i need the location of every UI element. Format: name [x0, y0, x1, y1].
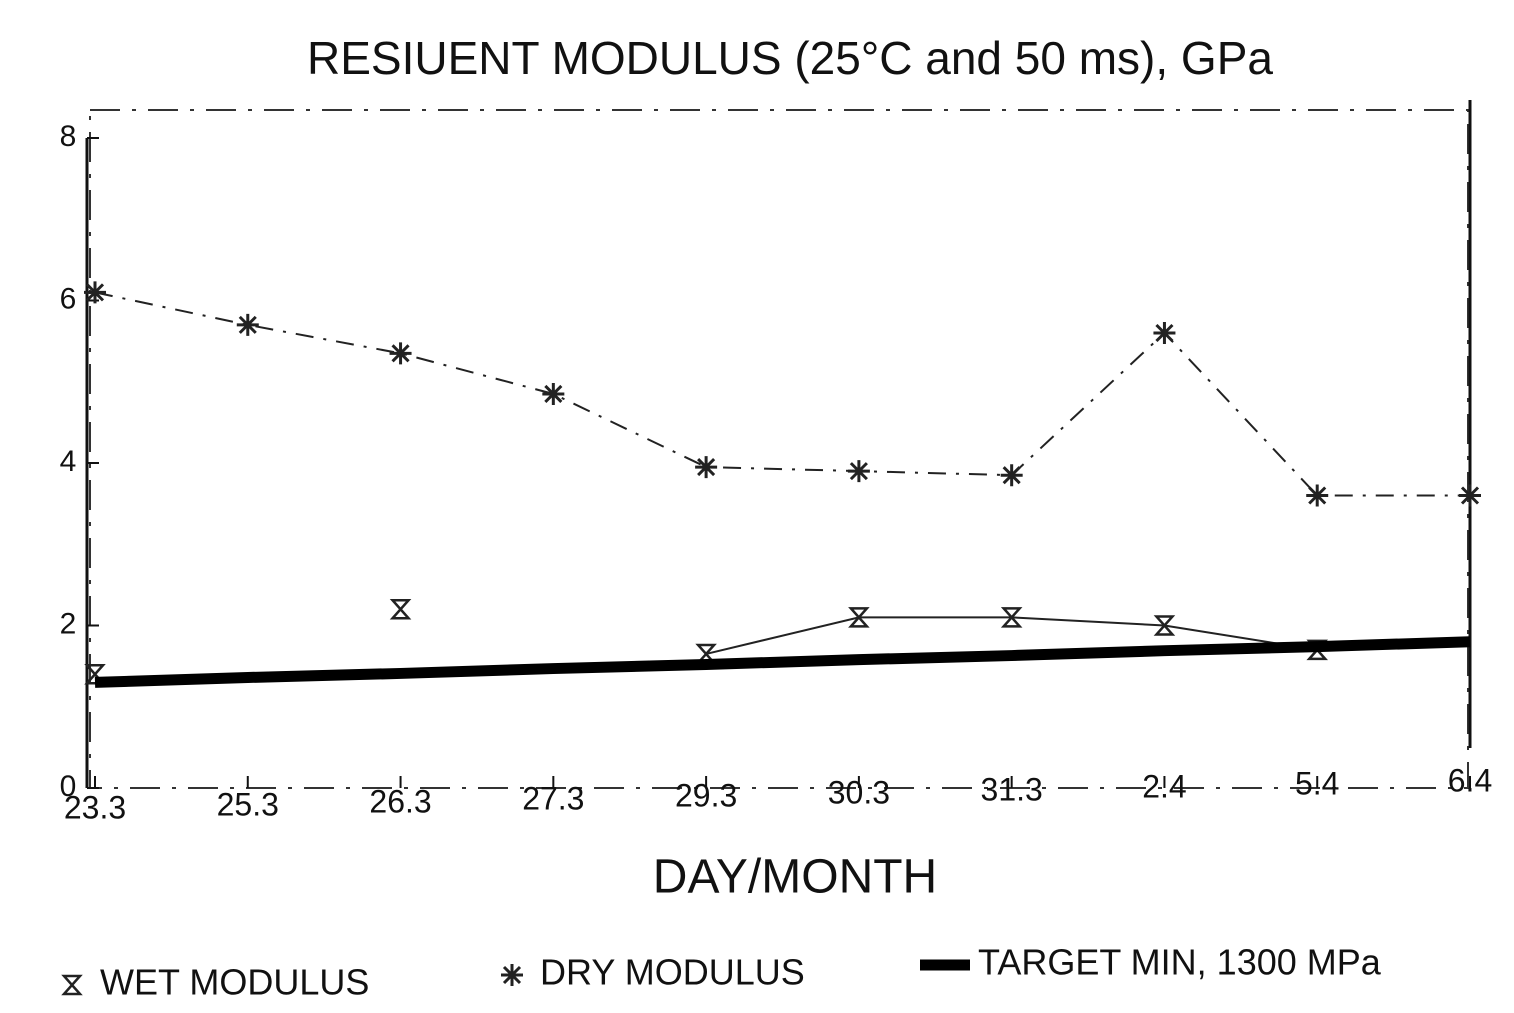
- legend-label: DRY MODULUS: [540, 952, 805, 993]
- dry-marker: [847, 460, 870, 483]
- y-tick-label: 0: [60, 770, 77, 803]
- dry-marker: [695, 456, 718, 479]
- wet-marker: [389, 599, 412, 620]
- y-tick-label: 2: [60, 607, 77, 640]
- series-line: [94, 291, 1470, 497]
- x-tick-label: 25.3: [217, 786, 279, 822]
- legend-label: TARGET MIN, 1300 MPa: [978, 942, 1382, 983]
- legend-label: WET MODULUS: [100, 962, 369, 1003]
- chart-title: RESIUENT MODULUS (25°C and 50 ms), GPa: [307, 32, 1273, 84]
- dry-marker: [389, 342, 412, 365]
- plot-frame: [89, 109, 1469, 789]
- dry-marker: [542, 382, 565, 405]
- wet-marker: [61, 974, 83, 996]
- dry-marker: [236, 313, 259, 336]
- x-tick-label: 26.3: [369, 783, 431, 819]
- dry-marker: [84, 281, 106, 304]
- dry-marker: [1459, 484, 1481, 507]
- y-tick-label: 8: [60, 120, 77, 153]
- wet-marker: [1306, 639, 1329, 661]
- series-line: [94, 636, 1471, 688]
- wet-marker: [1153, 615, 1176, 636]
- dry-marker: [501, 964, 523, 986]
- y-tick-label: 4: [60, 445, 77, 478]
- dry-marker: [1306, 484, 1329, 507]
- wet-marker: [1000, 607, 1023, 628]
- y-tick-label: 6: [60, 282, 77, 315]
- dry-marker: [1153, 322, 1176, 344]
- x-tick-label: 23.3: [64, 789, 126, 825]
- x-axis-label: DAY/MONTH: [653, 851, 937, 904]
- dry-marker: [1000, 464, 1023, 487]
- wet-marker: [848, 607, 870, 628]
